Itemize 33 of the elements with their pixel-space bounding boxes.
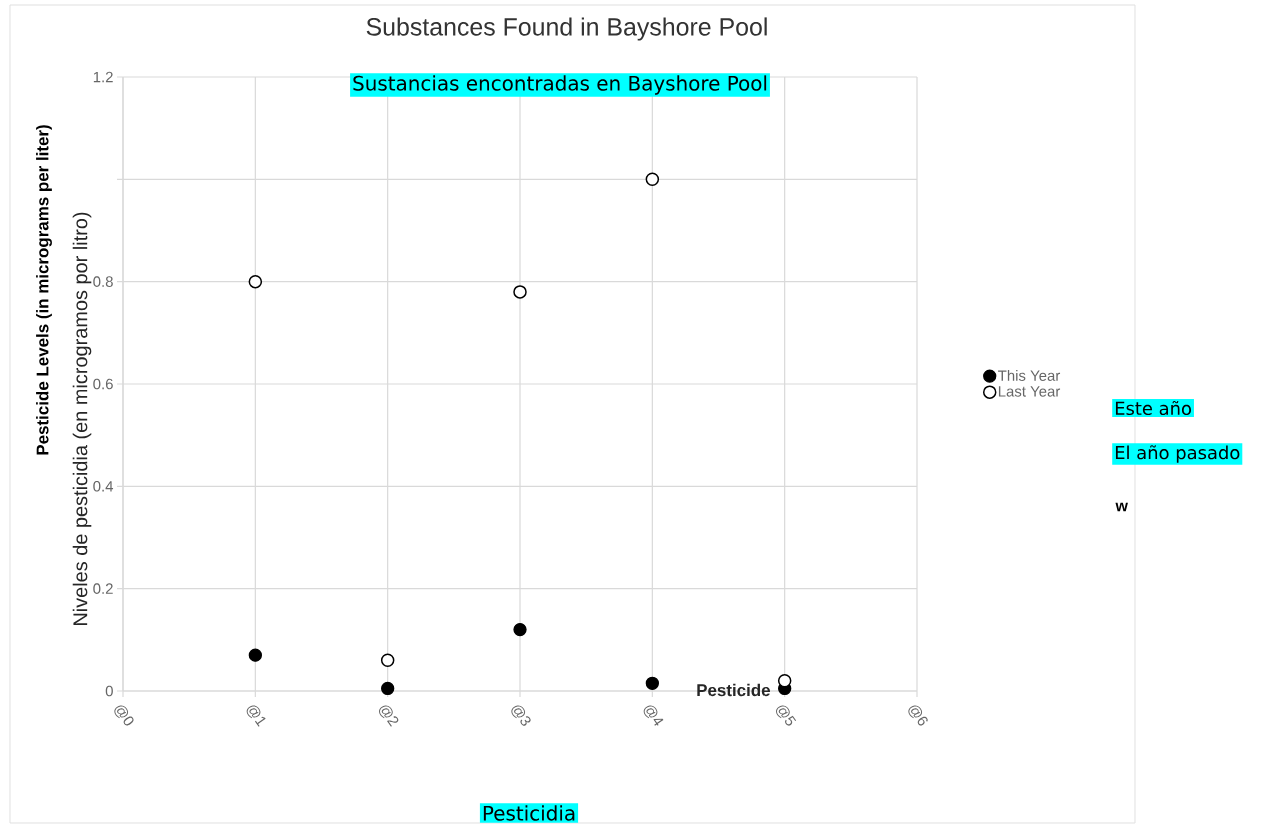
point [381, 681, 395, 696]
annotation: Pesticide [697, 683, 770, 697]
y-tick-label: 0 [105, 685, 113, 697]
point [248, 274, 263, 289]
point [513, 622, 527, 637]
text: El año pasado [1115, 445, 1240, 463]
text: Niveles de pesticidia (en microgramos por litro) [72, 212, 92, 625]
text: Este año [1115, 400, 1191, 416]
y-tick-label: 0.4 [93, 481, 114, 492]
x-tick-label: @4 [643, 705, 664, 726]
point [645, 172, 660, 187]
x-tick-label: @2 [379, 705, 399, 727]
x-tick-label: @5 [776, 705, 797, 726]
x-tick-label: @0 [114, 705, 134, 726]
y-tick-label: 0.8 [93, 276, 113, 287]
text: w [1115, 502, 1128, 512]
point [380, 653, 395, 668]
y-tick-label: 0.2 [93, 583, 113, 594]
legend-label: Last Year [998, 386, 1061, 397]
point [513, 285, 527, 299]
y-tick-label: 0.6 [93, 378, 113, 390]
legend-label: This Year [998, 369, 1061, 381]
point [645, 676, 659, 690]
point [777, 674, 792, 688]
x-tick-label: @3 [511, 705, 531, 726]
y-tick-label: 1.2 [93, 71, 113, 83]
chart-subtitle: Sustancias encontradas en Bayshore Pool [353, 75, 767, 95]
point [248, 648, 262, 662]
x-tick-label: @6 [908, 705, 928, 726]
x-tick-label: @1 [246, 705, 266, 727]
chart-title: Substances Found in Bayshore Pool [366, 17, 767, 41]
y-axis-title: Pesticide Levels (in micrograms per liter) [36, 125, 52, 455]
text: Pesticidia [483, 805, 575, 821]
